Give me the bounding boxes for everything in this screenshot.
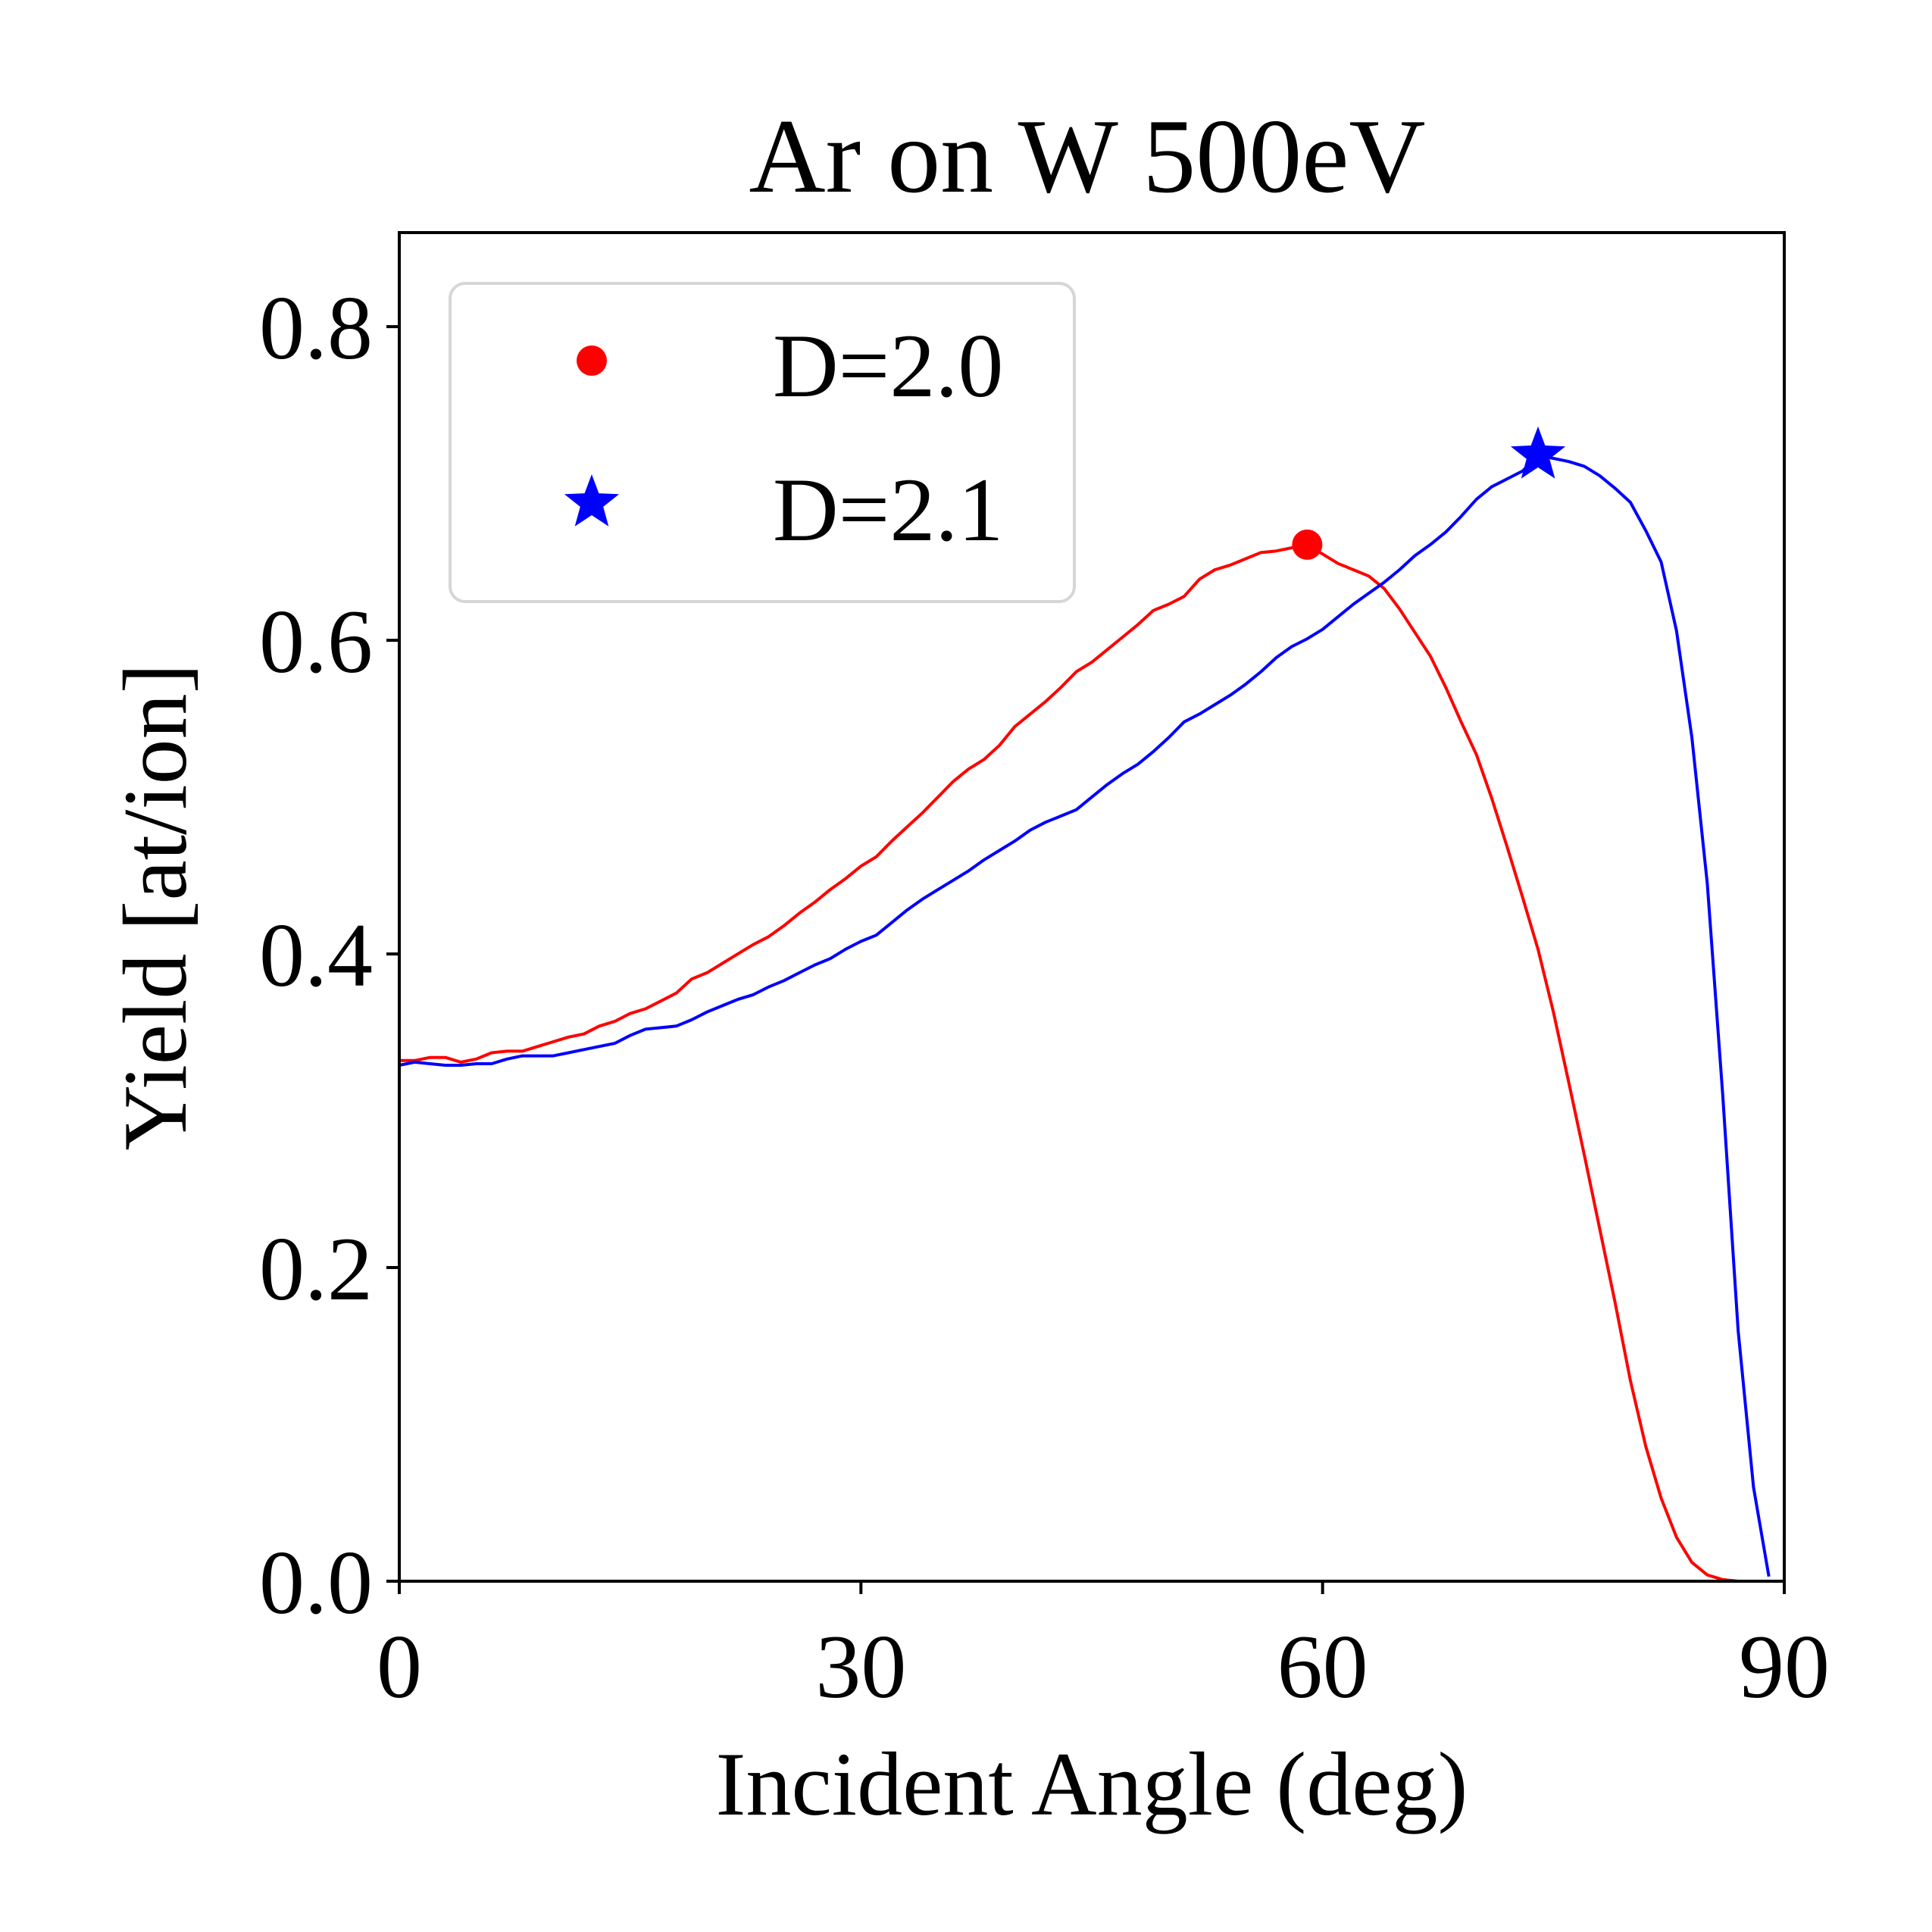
y-tick-label: 0.6: [259, 591, 373, 692]
legend-label-d20: D=2.0: [773, 315, 1003, 416]
chart-title: Ar on W 500eV: [749, 98, 1425, 215]
plot-series: [399, 426, 1771, 1583]
x-axis-label: Incident Angle (deg): [716, 1733, 1468, 1834]
x-tick-label: 30: [815, 1616, 906, 1717]
x-tick-label: 60: [1277, 1616, 1368, 1717]
legend: D=2.0 D=2.1: [449, 282, 1076, 603]
y-tick-label: 0.8: [259, 277, 373, 378]
y-tick-label: 0.0: [259, 1532, 373, 1633]
y-axis: 0.0 0.2 0.4 0.6 0.8: [259, 277, 399, 1633]
plot-frame: [398, 231, 1786, 1583]
legend-label-d21: D=2.1: [773, 459, 1003, 560]
series-line-0: [399, 542, 1769, 1583]
y-tick-label: 0.2: [259, 1218, 373, 1319]
x-tick-label: 0: [377, 1616, 422, 1717]
y-axis-label: Yield [at/ion]: [105, 663, 205, 1150]
y-tick-label: 0.4: [259, 905, 373, 1005]
x-tick-label: 90: [1739, 1616, 1830, 1717]
x-axis: 0 30 60 90: [377, 1581, 1830, 1717]
peak-marker-1: [1510, 426, 1566, 479]
legend-marker-d21: [564, 474, 620, 527]
legend-marker-d20: [577, 345, 607, 376]
peak-marker-0: [1292, 529, 1323, 560]
